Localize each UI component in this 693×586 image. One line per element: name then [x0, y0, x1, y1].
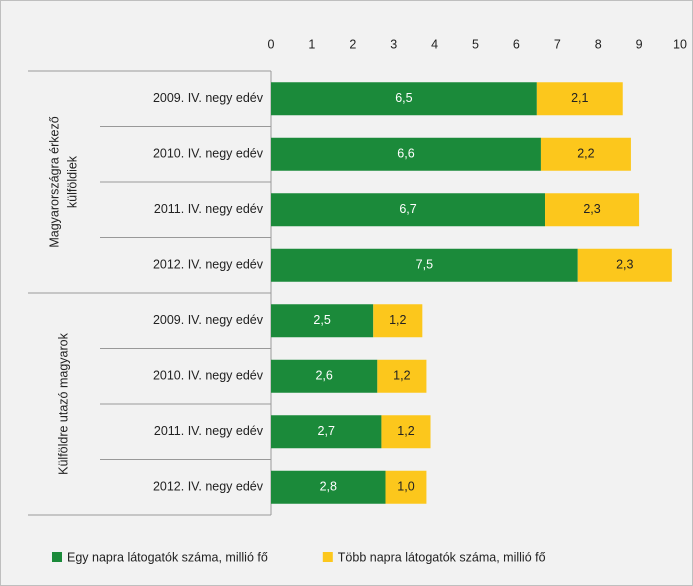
y-tick-label: 2012. IV. negy edév: [153, 480, 264, 494]
x-tick-label: 4: [431, 37, 438, 51]
bar: [373, 304, 423, 338]
legend-label: Több napra látogatók száma, millió fő: [338, 550, 546, 564]
bar: [381, 415, 431, 449]
data-label: 1,0: [397, 480, 414, 494]
y-tick-label: 2009. IV. negy edév: [153, 313, 264, 327]
bar: [377, 359, 427, 393]
data-label: 1,2: [393, 369, 410, 383]
bar: [271, 82, 537, 116]
bar: [271, 359, 378, 393]
x-tick-label: 8: [595, 37, 602, 51]
legend-label: Egy napra látogatók száma, millió fő: [67, 550, 268, 564]
bar: [545, 193, 640, 227]
data-label: 2,3: [583, 202, 600, 216]
data-label: 1,2: [389, 313, 406, 327]
legend-swatch: [52, 552, 62, 562]
data-label: 1,2: [397, 424, 414, 438]
x-tick-label: 10: [673, 37, 687, 51]
x-tick-label: 0: [268, 37, 275, 51]
data-label: 6,7: [399, 202, 416, 216]
data-label: 2,2: [577, 147, 594, 161]
data-label: 7,5: [416, 258, 433, 272]
bar: [577, 248, 672, 282]
data-label: 2,1: [571, 91, 588, 105]
data-label: 2,5: [313, 313, 330, 327]
bar: [271, 470, 386, 504]
data-label: 6,6: [397, 147, 414, 161]
data-label: 2,6: [315, 369, 332, 383]
legend-swatch: [322, 552, 333, 562]
x-tick-label: 6: [513, 37, 520, 51]
y-tick-label: 2010. IV. negy edév: [153, 369, 264, 383]
bar: [536, 82, 623, 116]
x-tick-label: 7: [554, 37, 561, 51]
x-tick-label: 1: [308, 37, 315, 51]
x-tick-label: 9: [636, 37, 643, 51]
group-label: Magyarországra érkező: [47, 116, 61, 247]
bar: [271, 304, 374, 338]
bar: [540, 137, 631, 171]
bar: [271, 137, 541, 171]
group-label: Külföldre utazó magyarok: [56, 332, 70, 474]
y-tick-label: 2009. IV. negy edév: [153, 91, 264, 105]
x-tick-label: 3: [390, 37, 397, 51]
x-tick-label: 2: [349, 37, 356, 51]
y-tick-label: 2011. IV. negy edév: [154, 202, 264, 216]
data-label: 6,5: [395, 91, 412, 105]
y-tick-label: 2011. IV. negy edév: [154, 424, 264, 438]
group-label: külföldiek: [65, 155, 79, 208]
bar: [271, 248, 578, 282]
y-tick-label: 2012. IV. negy edév: [153, 258, 264, 272]
bar: [271, 415, 382, 449]
x-tick-label: 5: [472, 37, 479, 51]
data-label: 2,7: [318, 424, 335, 438]
bar: [385, 470, 427, 504]
y-tick-label: 2010. IV. negy edév: [153, 147, 264, 161]
bar: [271, 193, 546, 227]
data-label: 2,3: [616, 258, 633, 272]
data-label: 2,8: [320, 480, 337, 494]
